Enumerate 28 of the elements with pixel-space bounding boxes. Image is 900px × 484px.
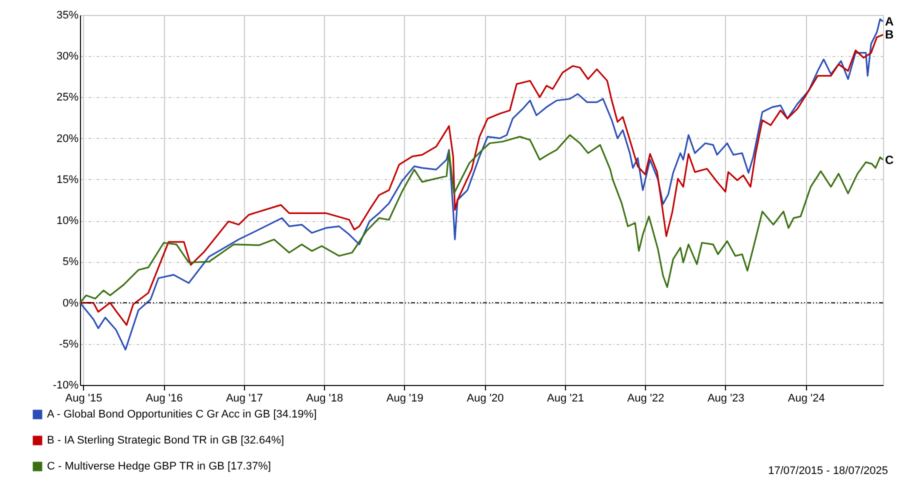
y-tick-label: -10% (52, 380, 79, 392)
legend-label: B - IA Sterling Strategic Bond TR in GB [32.64%] (47, 434, 284, 446)
x-tick-label: Aug '21 (547, 392, 584, 404)
x-tick-label: Aug '16 (146, 392, 183, 404)
annotation: B (885, 27, 894, 42)
x-tick-label: Aug '22 (627, 392, 664, 404)
text: 17/07/2015 - 18/07/2025 (768, 465, 888, 477)
y-tick-label: 25% (56, 92, 79, 104)
y-tick-label: -5% (58, 338, 79, 350)
x-tick-label: Aug '20 (466, 392, 504, 404)
x-tick-label: Aug '18 (306, 392, 344, 404)
y-tick-label: 35% (56, 10, 79, 22)
y-tick-label: 5% (62, 256, 79, 268)
annotation: C (885, 152, 894, 167)
legend-label: A - Global Bond Opportunities C Gr Acc in GB [34.19%] (47, 408, 317, 420)
annotation: A (885, 14, 894, 29)
x-tick-label: Aug '17 (226, 392, 263, 404)
x-tick-label: Aug '19 (386, 392, 424, 404)
x-tick-label: Aug '24 (788, 392, 825, 404)
legend-label: C - Multiverse Hedge GBP TR in GB [17.37%] (47, 460, 271, 472)
y-tick-label: 20% (56, 132, 79, 145)
y-tick-label: 30% (56, 50, 79, 63)
x-tick-label: Aug '23 (707, 392, 744, 404)
y-tick-label: 0% (62, 297, 79, 310)
line-series (79, 134, 884, 304)
y-tick-label: 15% (56, 174, 79, 186)
y-tick-label: 10% (56, 215, 79, 228)
x-tick-label: Aug '15 (65, 392, 102, 404)
